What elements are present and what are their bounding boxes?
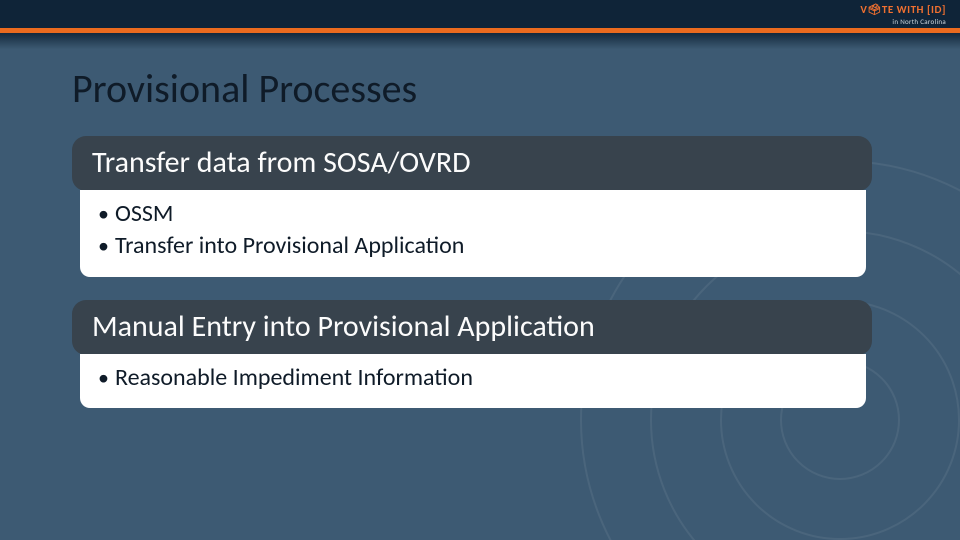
slide-title: Provisional Processes (72, 64, 417, 113)
bullet-icon: • (98, 203, 109, 225)
section-panel-1: • OSSM • Transfer into Provisional Appli… (80, 190, 866, 277)
list-item: • Reasonable Impediment Information (98, 362, 848, 394)
bullet-icon: • (98, 235, 109, 257)
logo-id: ID (931, 3, 942, 16)
rule-shadow (0, 33, 960, 51)
bullet-icon: • (98, 367, 109, 389)
list-item: • Transfer into Provisional Application (98, 230, 848, 262)
section-heading-1: Transfer data from SOSA/OVRD (72, 136, 872, 191)
section-heading-2: Manual Entry into Provisional Applicatio… (72, 300, 872, 355)
logo-subtext: in North Carolina (892, 17, 946, 26)
brand-logo: V🗳TE WITH [ID] in North Carolina (860, 4, 946, 26)
bullet-text: OSSM (115, 198, 173, 230)
top-bar (0, 0, 960, 28)
logo-bracket-close: ] (942, 3, 946, 16)
slide: V🗳TE WITH [ID] in North Carolina Provisi… (0, 0, 960, 540)
logo-text: V🗳TE WITH (860, 3, 924, 16)
section-panel-2: • Reasonable Impediment Information (80, 354, 866, 408)
bullet-text: Transfer into Provisional Application (115, 230, 464, 262)
bullet-text: Reasonable Impediment Information (115, 362, 473, 394)
list-item: • OSSM (98, 198, 848, 230)
